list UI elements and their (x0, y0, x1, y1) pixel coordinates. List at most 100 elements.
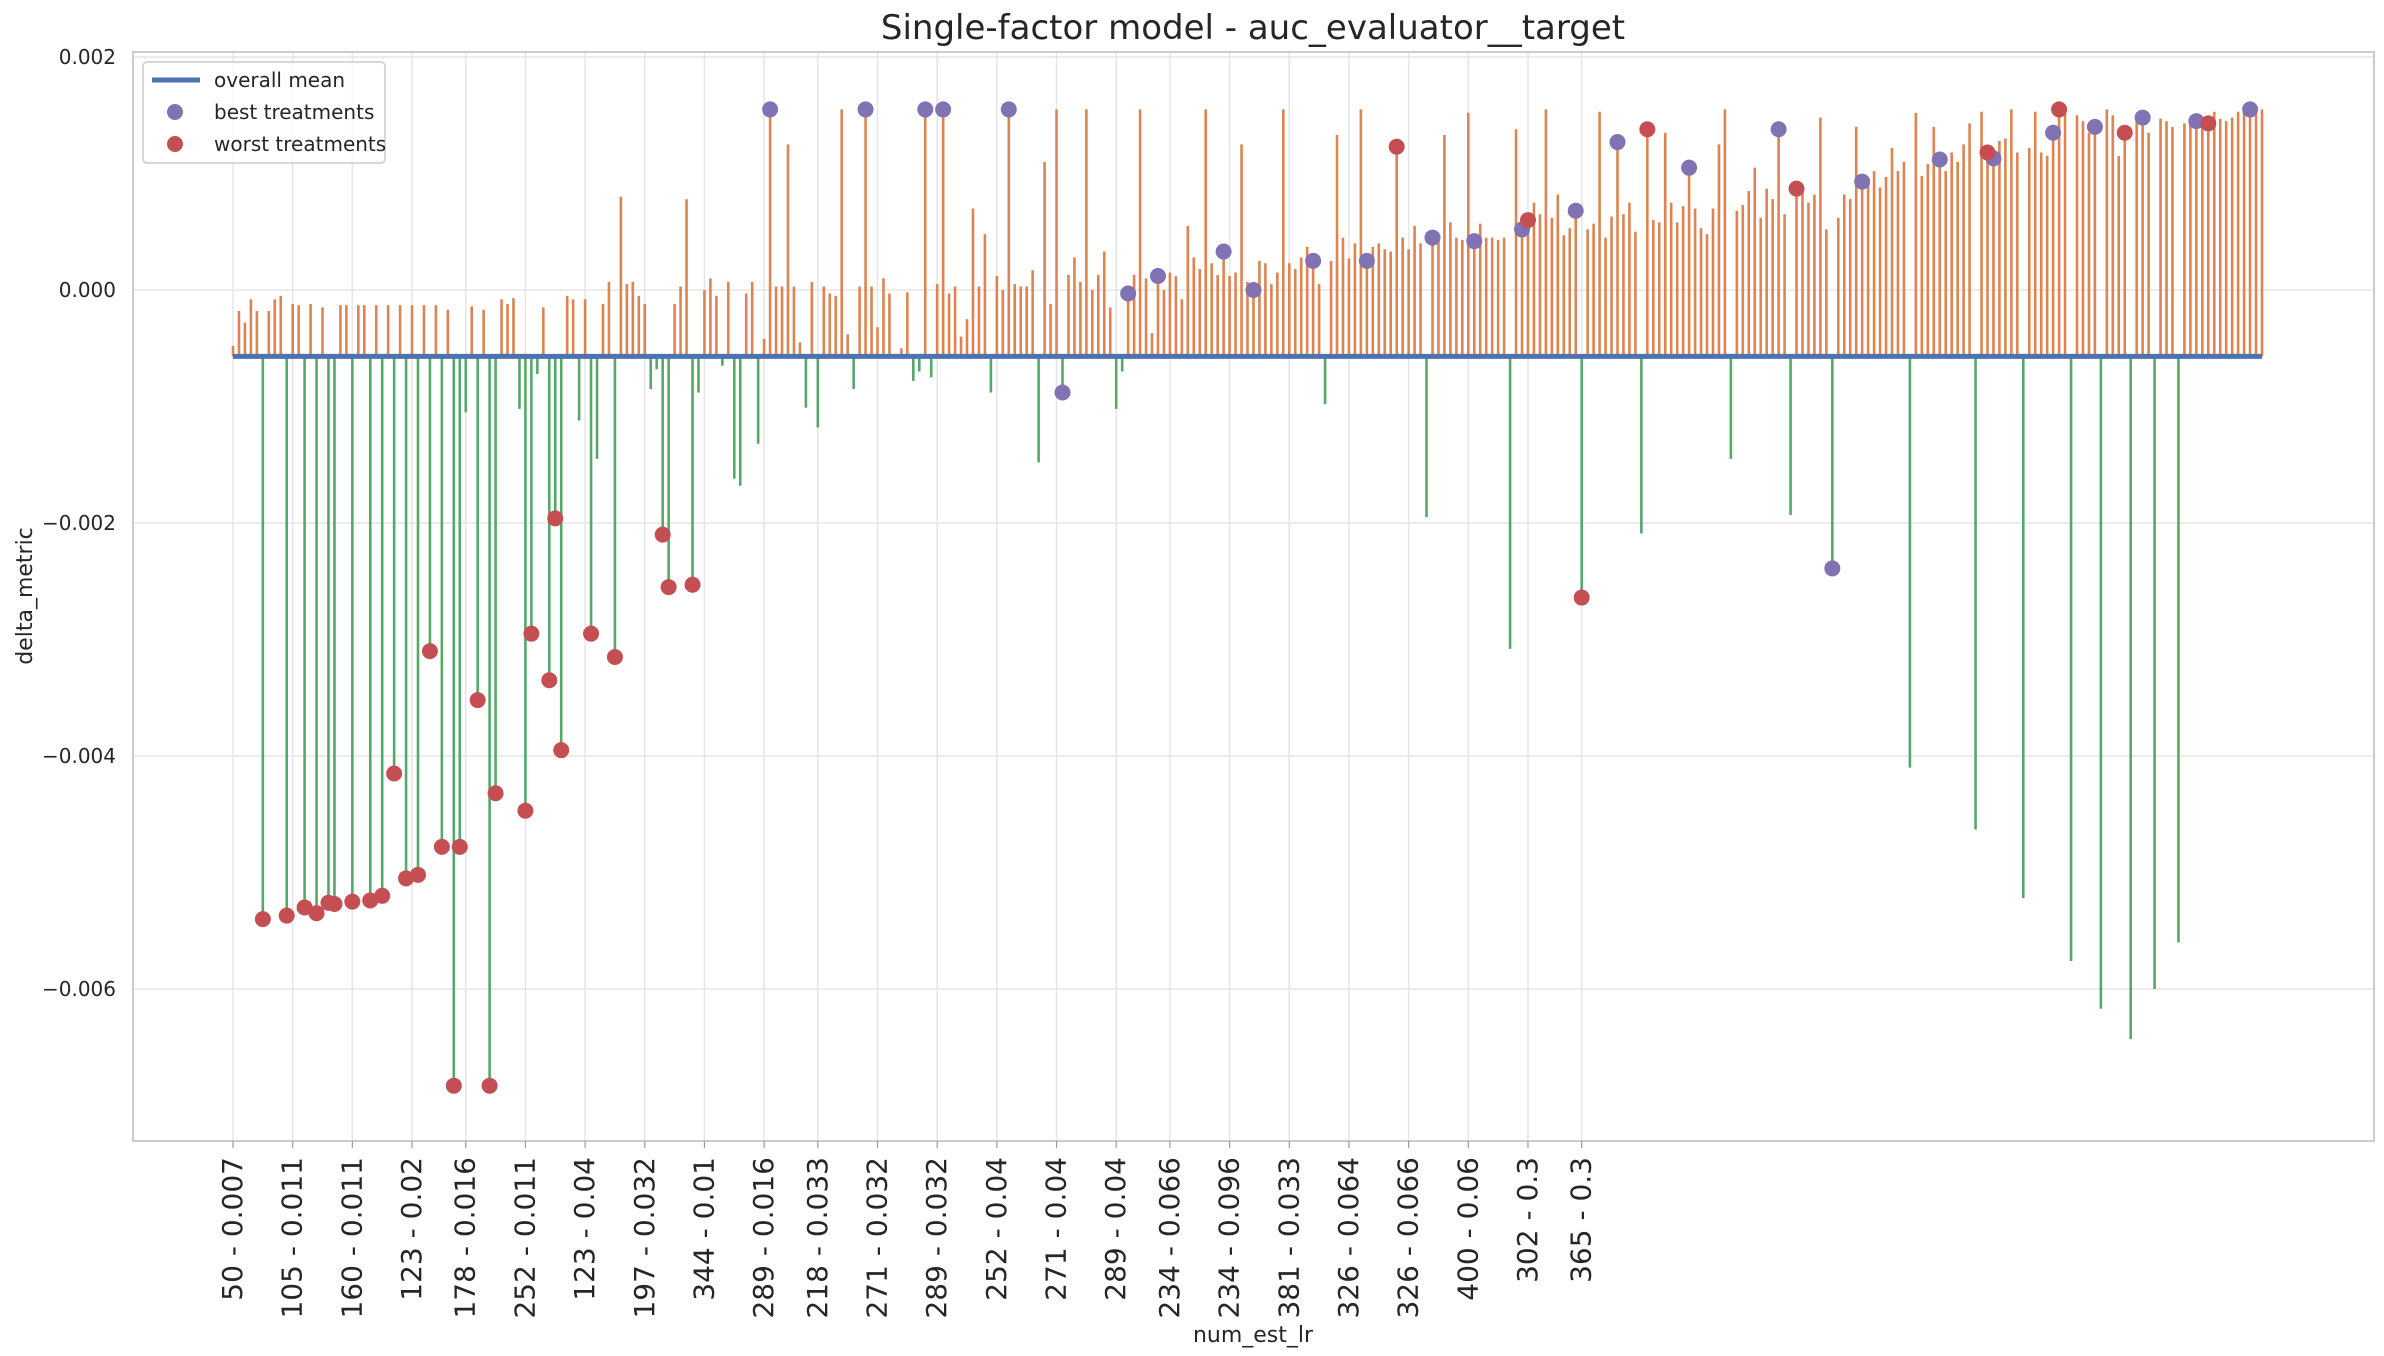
best-treatment-marker (2188, 113, 2205, 130)
worst-treatment-marker (606, 648, 623, 665)
y-tick-label: 0.002 (59, 45, 116, 69)
best-treatment-marker (917, 101, 934, 118)
x-tick-label: 197 - 0.032 (628, 1157, 661, 1319)
best-treatment-marker (1931, 151, 1948, 168)
best-treatment-marker (2242, 101, 2259, 118)
worst-treatment-marker (2116, 124, 2133, 141)
best-treatment-marker (1770, 121, 1787, 138)
worst-treatment-marker (344, 893, 361, 910)
x-tick-label: 381 - 0.033 (1272, 1157, 1305, 1319)
treatment-stems (231, 109, 2264, 1086)
worst-treatment-marker (2200, 115, 2217, 132)
x-tick-label: 105 - 0.011 (276, 1157, 309, 1319)
legend-box (142, 61, 386, 164)
y-tick-label: −0.006 (42, 977, 116, 1001)
x-tick-label: 271 - 0.04 (1040, 1157, 1073, 1301)
worst-treatment-marker (523, 625, 540, 642)
best-treatment-marker (1305, 252, 1322, 269)
best-treatment-marker (1567, 202, 1584, 219)
y-axis-label: delta_metric (13, 527, 38, 665)
x-tick-label: 302 - 0.3 (1511, 1157, 1544, 1283)
best-treatment-marker (1215, 243, 1232, 260)
y-tick-label: −0.004 (42, 744, 116, 768)
worst-treatment-marker (1639, 121, 1656, 138)
x-tick-label: 344 - 0.01 (687, 1157, 720, 1301)
best-treatment-marker (935, 101, 952, 118)
x-tick-label: 123 - 0.02 (395, 1157, 428, 1301)
best-treatment-marker (762, 101, 779, 118)
worst-treatment-marker (1519, 212, 1536, 229)
best-treatment-marker (2086, 118, 2103, 135)
worst-treatment-marker (541, 672, 558, 689)
best-treatment-marker (1824, 560, 1841, 577)
x-tick-label: 252 - 0.04 (980, 1157, 1013, 1301)
treatment-markers (254, 101, 2259, 1094)
x-tick-label: 289 - 0.032 (920, 1157, 953, 1319)
worst-treatment-marker (409, 866, 426, 883)
worst-treatment-marker (517, 802, 534, 819)
best-treatment-marker (1424, 229, 1441, 246)
x-tick-label: 50 - 0.007 (216, 1157, 249, 1301)
worst-treatment-marker (2051, 101, 2068, 118)
x-tick-label: 326 - 0.064 (1332, 1157, 1365, 1319)
best-treatment-marker (857, 101, 874, 118)
best-treatment-marker (1609, 134, 1626, 151)
x-tick-label: 400 - 0.06 (1451, 1157, 1484, 1301)
worst-treatment-marker (583, 625, 600, 642)
best-treatment-marker (1149, 268, 1166, 285)
x-tick-label: 271 - 0.032 (861, 1157, 894, 1319)
worst-treatment-marker (684, 576, 701, 593)
best-treatment-marker (2045, 124, 2062, 141)
worst-treatment-marker (547, 510, 564, 527)
plot-area (133, 52, 2374, 1141)
y-axis-ticks: 0.002 0.000 −0.002 −0.004 −0.006 (42, 45, 116, 1001)
worst-treatment-marker (1388, 138, 1405, 155)
worst-treatment-marker (296, 899, 313, 916)
x-axis-ticks: 50 - 0.007 105 - 0.011 160 - 0.011 123 - 0.… (216, 1141, 1598, 1319)
x-tick-label: 289 - 0.04 (1099, 1157, 1132, 1301)
worst-treatment-marker (1979, 144, 1996, 161)
legend: overall mean best treatments worst treat… (142, 61, 386, 164)
worst-treatment-marker (374, 887, 391, 904)
worst-treatment-marker (481, 1077, 498, 1094)
x-tick-label: 123 - 0.04 (568, 1157, 601, 1301)
legend-label-overall-mean: overall mean (214, 68, 345, 92)
worst-treatment-marker (553, 742, 570, 759)
worst-treatment-marker (660, 579, 677, 596)
best-treatment-marker (1854, 173, 1871, 190)
best-treatment-marker (1120, 285, 1137, 302)
chart-title: Single-factor model - auc_evaluator__tar… (881, 8, 1625, 48)
worst-treatment-marker (1788, 180, 1805, 197)
best-treatment-marker (2134, 109, 2151, 126)
x-tick-label: 289 - 0.016 (747, 1157, 780, 1319)
best-treatment-marker (1054, 384, 1071, 401)
x-tick-label: 218 - 0.033 (801, 1157, 834, 1319)
worst-treatment-marker (278, 907, 295, 924)
y-tick-label: −0.002 (42, 511, 116, 535)
worst-treatment-marker (451, 838, 468, 855)
best-treatment-marker (1000, 101, 1017, 118)
worst-treatment-marker (326, 895, 343, 912)
best-treatment-marker (1245, 282, 1262, 298)
best-treatment-marker (1358, 252, 1375, 269)
plot-frame (132, 51, 2375, 1142)
x-tick-label: 234 - 0.096 (1213, 1157, 1246, 1319)
worst-treatment-marker (254, 911, 271, 928)
worst-treatment-marker (1573, 589, 1590, 606)
worst-treatment-marker (421, 643, 438, 660)
x-tick-label: 252 - 0.011 (508, 1157, 541, 1319)
x-tick-label: 160 - 0.011 (335, 1157, 368, 1319)
worst-treatment-marker (469, 692, 486, 709)
x-tick-label: 365 - 0.3 (1565, 1157, 1598, 1283)
best-treatment-marker (1466, 233, 1483, 250)
x-tick-label: 178 - 0.016 (449, 1157, 482, 1319)
worst-treatment-marker (386, 765, 403, 782)
worst-treatment-marker (445, 1077, 462, 1094)
legend-label-best-treatments: best treatments (214, 100, 374, 124)
y-tick-label: 0.000 (59, 278, 116, 302)
worst-treatment-marker (433, 838, 450, 855)
legend-worst-swatch (167, 136, 183, 152)
x-tick-label: 326 - 0.066 (1392, 1157, 1425, 1319)
x-axis-label: num_est_lr (1193, 1323, 1314, 1348)
